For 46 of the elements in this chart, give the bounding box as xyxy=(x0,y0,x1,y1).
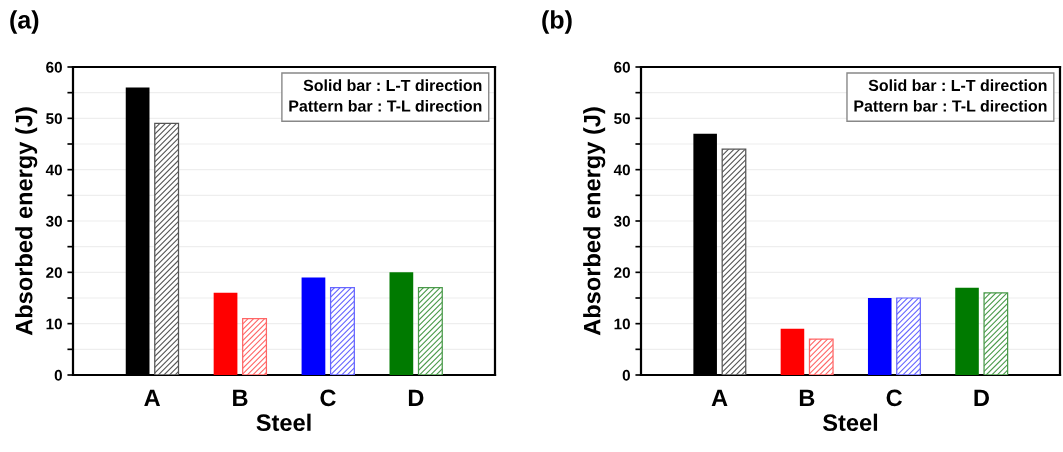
annotation: Solid bar : L-T direction xyxy=(303,79,482,92)
x-axis-title: Steel xyxy=(256,413,311,432)
y-tick-label: 60 xyxy=(46,61,62,73)
y-tick-label: 50 xyxy=(46,113,62,125)
bar xyxy=(983,292,1009,375)
bar xyxy=(301,277,326,375)
bar xyxy=(955,287,979,375)
bar xyxy=(896,297,921,375)
bar xyxy=(154,122,180,375)
x-tick-label: C xyxy=(320,389,336,407)
bar xyxy=(329,287,355,375)
bar xyxy=(213,292,238,375)
bar xyxy=(721,148,747,375)
y-tick-label: 30 xyxy=(45,215,62,227)
y-tick-label: 0 xyxy=(622,369,630,381)
y-tick-label: 50 xyxy=(614,113,630,125)
y-tick-label: 20 xyxy=(614,267,630,279)
y-tick-label: 10 xyxy=(46,318,62,330)
x-tick-label: A xyxy=(711,389,728,406)
y-tick-label: 40 xyxy=(45,164,62,176)
y-axis-title: Absorbed energy (J) xyxy=(15,107,38,336)
x-tick-label: B xyxy=(799,389,815,406)
x-tick-label: B xyxy=(233,389,248,406)
x-axis-title: Steel xyxy=(822,413,878,432)
y-tick-label: 60 xyxy=(614,61,630,73)
bar xyxy=(808,338,834,375)
x-tick-label: D xyxy=(408,389,424,406)
y-axis-title: Absorbed energy (J) xyxy=(583,107,606,336)
bar xyxy=(389,272,414,375)
chart-title: (a) xyxy=(10,10,39,34)
x-tick-label: D xyxy=(974,389,989,406)
chart-title: (b) xyxy=(542,10,572,34)
x-tick-label: A xyxy=(144,389,161,406)
bar xyxy=(780,328,805,375)
y-tick-label: 10 xyxy=(614,318,630,330)
x-tick-label: C xyxy=(886,389,903,407)
bar xyxy=(417,287,443,375)
y-tick-label: 20 xyxy=(46,267,62,279)
bar xyxy=(867,298,892,375)
annotation: Pattern bar : T-L direction xyxy=(289,100,482,112)
y-tick-label: 30 xyxy=(613,215,630,227)
y-tick-label: 40 xyxy=(613,164,630,176)
annotation: Pattern bar : T-L direction xyxy=(854,100,1047,112)
bar xyxy=(242,317,268,375)
annotation: Solid bar : L-T direction xyxy=(868,79,1047,92)
y-tick-label: 0 xyxy=(54,369,62,381)
